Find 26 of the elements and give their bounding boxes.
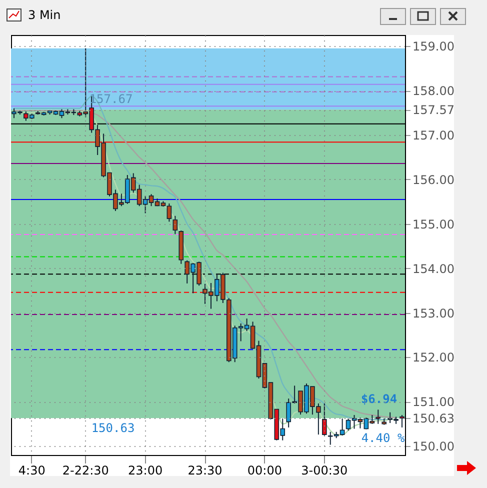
x-tick-label: 4:30 bbox=[18, 464, 46, 478]
x-tick-label: 23:30 bbox=[188, 464, 222, 478]
y-tick-label: 150.00 bbox=[412, 440, 454, 454]
annotation: 150.63 bbox=[91, 421, 135, 435]
candlestick bbox=[400, 414, 404, 428]
y-tick-label: 155.00 bbox=[412, 217, 454, 232]
x-tick-label: 23:00 bbox=[128, 464, 163, 478]
y-tick-label: 152.00 bbox=[412, 350, 454, 365]
x-tick-label: 00:00 bbox=[247, 464, 282, 478]
x-tick-label: 2-22:30 bbox=[62, 464, 109, 478]
annotation: $6.94 bbox=[360, 392, 398, 406]
y-tick-label: 157.57 bbox=[412, 103, 454, 118]
candlestick bbox=[322, 402, 327, 436]
y-tick-label: 151.00 bbox=[412, 395, 454, 410]
y-tick-label: 153.00 bbox=[412, 306, 454, 320]
y-tick-label: 158.00 bbox=[412, 84, 454, 98]
candlestick bbox=[172, 215, 178, 235]
annotation: 4.40 % bbox=[361, 431, 406, 445]
y-tick-label: 157.00 bbox=[412, 128, 454, 142]
candlestick bbox=[376, 409, 381, 424]
chart-title: 3 Min bbox=[28, 8, 61, 22]
x-tick-label: 3-00:30 bbox=[301, 464, 348, 478]
y-tick-label: 150.63 bbox=[412, 412, 454, 426]
y-tick-label: 159.00 bbox=[412, 40, 454, 54]
y-tick-label: 156.00 bbox=[412, 172, 454, 187]
y-tick-label: 154.00 bbox=[412, 262, 454, 276]
